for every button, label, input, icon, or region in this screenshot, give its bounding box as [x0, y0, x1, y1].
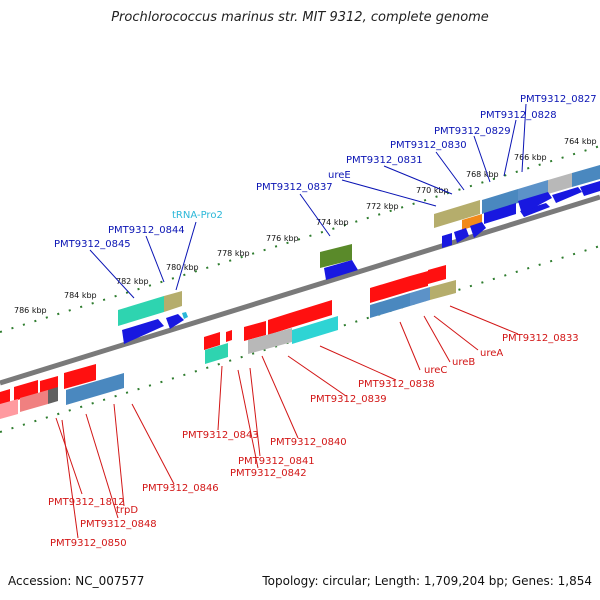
gene-label: tRNA-Pro2: [172, 210, 223, 221]
gene-label: PMT9312_0844: [108, 225, 185, 236]
tick-label: 764 kbp: [564, 137, 597, 146]
tick-label: 776 kbp: [266, 234, 299, 243]
gene-label: PMT9312_0842: [230, 468, 307, 479]
accession-text: Accession: NC_007577: [8, 574, 145, 588]
gene-label: PMT9312_0840: [270, 437, 347, 448]
gene-label: PMT9312_0830: [390, 140, 467, 151]
gene-label: PMT9312_0850: [50, 538, 127, 549]
gene-label: PMT9312_0837: [256, 182, 333, 193]
map-title: Prochlorococcus marinus str. MIT 9312, c…: [111, 10, 489, 25]
top-label-leaders: [89, 103, 527, 299]
gene-label: PMT9312_0829: [434, 126, 511, 137]
gene-label: PMT9312_0848: [80, 519, 157, 530]
gene-label: ureE: [328, 170, 351, 181]
tick-label: 782 kbp: [116, 277, 149, 286]
genome-backbone: [0, 194, 600, 386]
gene-label: PMT9312_0833: [502, 333, 579, 344]
gene-label: PMT9312_0827: [520, 94, 597, 105]
gene-label: PMT9312_0841: [238, 456, 315, 467]
gene-label: ureC: [424, 365, 447, 376]
upper-strand-genes: [118, 165, 600, 344]
tick-label: 774 kbp: [316, 218, 349, 227]
tick-label: 770 kbp: [416, 186, 449, 195]
gene-label: ureB: [452, 357, 475, 368]
gene-label: PMT9312_0838: [358, 379, 435, 390]
gene-label: PMT9312_0845: [54, 239, 131, 250]
top-gene-labels: PMT9312_0827 PMT9312_0828 PMT9312_0829 P…: [54, 94, 597, 250]
gene-label: PMT9312_0846: [142, 483, 219, 494]
bottom-gene-labels: PMT9312_0833 ureA ureB ureC PMT9312_0838…: [48, 333, 579, 549]
gene-label: ureA: [480, 348, 503, 359]
tick-label: 766 kbp: [514, 153, 547, 162]
bottom-label-leaders: [55, 305, 519, 539]
tick-label: 778 kbp: [217, 249, 250, 258]
gene-label: PMT9312_0831: [346, 155, 423, 166]
tick-label: 768 kbp: [466, 170, 499, 179]
gene-label: PMT9312_0843: [182, 430, 259, 441]
gene-label: PMT9312_0839: [310, 394, 387, 405]
gene-label: PMT9312_1812: [48, 497, 125, 508]
tick-label: 786 kbp: [14, 306, 47, 315]
tick-label: 784 kbp: [64, 291, 97, 300]
gene-label: trpD: [116, 505, 138, 516]
tick-label: 772 kbp: [366, 202, 399, 211]
genome-summary-text: Topology: circular; Length: 1,709,204 bp…: [262, 574, 592, 588]
lower-strand-genes: [0, 265, 456, 419]
gene-label: PMT9312_0828: [480, 110, 557, 121]
